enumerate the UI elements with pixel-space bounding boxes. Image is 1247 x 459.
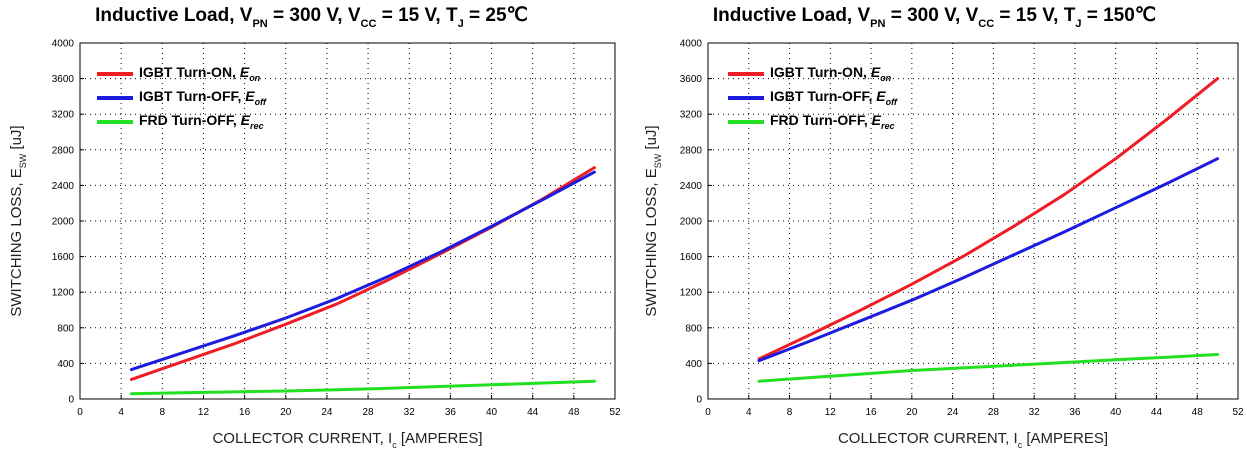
- y-tick-label: 2400: [680, 181, 703, 192]
- y-tick-label: 800: [685, 323, 702, 334]
- x-tick-label: 8: [160, 407, 166, 418]
- y-tick-label: 3600: [680, 74, 703, 85]
- x-tick-label: 12: [198, 407, 210, 418]
- legend-label: FRD Turn-OFF, Erec: [139, 112, 264, 131]
- x-tick-label: 16: [866, 407, 878, 418]
- series-line-rec: [129, 379, 596, 396]
- y-tick-label: 2800: [680, 145, 703, 156]
- x-tick-label: 4: [118, 407, 124, 418]
- y-axis-label: SWITCHING LOSS, ESW [uJ]: [643, 125, 663, 317]
- x-tick-label: 24: [321, 407, 333, 418]
- y-tick-label: 3200: [52, 110, 75, 121]
- chart-title: Inductive Load, VPN = 300 V, VCC = 15 V,…: [95, 5, 528, 30]
- legend-label: IGBT Turn-OFF, Eoff: [770, 88, 897, 107]
- series-line-off: [757, 157, 1220, 363]
- legend-label: IGBT Turn-ON, Eon: [139, 64, 261, 83]
- y-tick-label: 0: [68, 395, 74, 406]
- legend-label: IGBT Turn-OFF, Eoff: [139, 88, 266, 107]
- x-tick-label: 32: [1029, 407, 1041, 418]
- x-tick-label: 52: [1232, 407, 1244, 418]
- y-tick-label: 1200: [52, 288, 75, 299]
- legend-swatch: [728, 96, 764, 100]
- y-tick-label: 2000: [680, 217, 703, 228]
- y-tick-label: 2000: [52, 217, 75, 228]
- y-tick-label: 1600: [680, 252, 703, 263]
- x-tick-label: 40: [486, 407, 498, 418]
- y-tick-label: 1600: [52, 252, 75, 263]
- x-tick-label: 20: [906, 407, 918, 418]
- y-tick-label: 400: [685, 359, 702, 370]
- x-tick-label: 44: [527, 407, 539, 418]
- y-tick-label: 3600: [52, 74, 75, 85]
- legend-swatch: [97, 72, 133, 76]
- y-axis-label: SWITCHING LOSS, ESW [uJ]: [8, 125, 28, 317]
- x-tick-label: 8: [787, 407, 793, 418]
- x-tick-label: 24: [947, 407, 959, 418]
- legend-swatch: [728, 120, 764, 124]
- series-line-rec: [757, 353, 1220, 383]
- x-tick-label: 16: [239, 407, 251, 418]
- y-tick-label: 800: [57, 323, 74, 334]
- x-tick-label: 28: [988, 407, 1000, 418]
- x-tick-label: 32: [404, 407, 416, 418]
- x-tick-label: 12: [825, 407, 837, 418]
- y-tick-label: 2400: [52, 181, 75, 192]
- legend-swatch: [728, 72, 764, 76]
- legend-label: FRD Turn-OFF, Erec: [770, 112, 895, 131]
- x-tick-label: 36: [1069, 407, 1081, 418]
- series-line-on: [757, 77, 1220, 361]
- chart-panel-tj-25: Inductive Load, VPN = 300 V, VCC = 15 V,…: [0, 0, 623, 459]
- x-axis-label: COLLECTOR CURRENT, Ic [AMPERES]: [212, 430, 483, 450]
- x-tick-label: 0: [705, 407, 711, 418]
- x-tick-label: 44: [1151, 407, 1163, 418]
- y-tick-label: 2800: [52, 145, 75, 156]
- x-axis-label: COLLECTOR CURRENT, Ic [AMPERES]: [837, 430, 1109, 450]
- chart-panel-tj-150: Inductive Load, VPN = 300 V, VCC = 15 V,…: [623, 0, 1246, 459]
- chart-title: Inductive Load, VPN = 300 V, VCC = 15 V,…: [712, 5, 1157, 30]
- series-line-off: [129, 170, 596, 372]
- legend-label: IGBT Turn-ON, Eon: [770, 64, 892, 83]
- x-tick-label: 52: [609, 407, 621, 418]
- legend-swatch: [97, 120, 133, 124]
- x-tick-label: 20: [280, 407, 292, 418]
- x-tick-label: 28: [363, 407, 375, 418]
- x-tick-label: 48: [1192, 407, 1204, 418]
- x-tick-label: 48: [568, 407, 580, 418]
- x-tick-label: 40: [1110, 407, 1122, 418]
- y-tick-label: 3200: [680, 110, 703, 121]
- y-tick-label: 4000: [52, 39, 75, 50]
- y-tick-label: 0: [696, 395, 702, 406]
- chart-plot-area: 0 4 8 12 16 20 24 28 32 36 40 44 48 52040080012001600…: [680, 39, 1244, 419]
- chart-plot-area: 0 4 8 12 16 20 24 28 32 36 40 44 48 52040080012001600…: [52, 39, 621, 419]
- x-tick-label: 36: [445, 407, 457, 418]
- x-tick-label: 4: [746, 407, 752, 418]
- y-tick-label: 1200: [680, 288, 703, 299]
- x-tick-label: 0: [77, 407, 83, 418]
- y-tick-label: 4000: [680, 39, 703, 50]
- legend-swatch: [97, 96, 133, 100]
- y-tick-label: 400: [57, 359, 74, 370]
